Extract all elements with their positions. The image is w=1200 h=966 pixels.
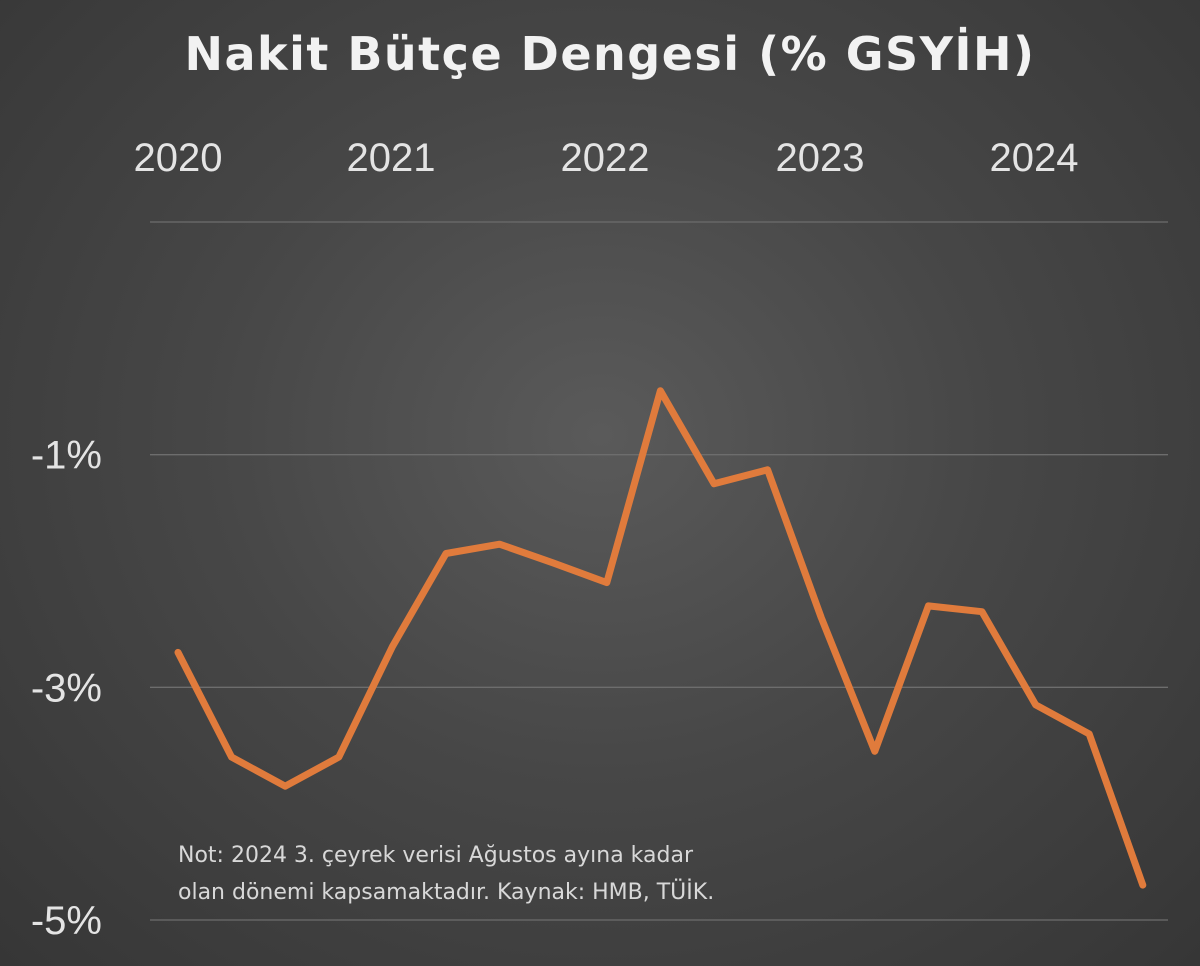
- x-tick-label: 2020: [134, 136, 223, 180]
- data-point: [711, 481, 717, 487]
- data-point: [604, 580, 610, 586]
- chart-title: Nakit Bütçe Dengesi (% GSYİH): [184, 27, 1035, 81]
- data-point: [443, 551, 449, 557]
- y-axis-tick-labels: -1% -3% -5%: [31, 434, 102, 943]
- data-point: [389, 644, 395, 650]
- data-point: [1140, 882, 1146, 888]
- x-tick-label: 2022: [561, 136, 650, 180]
- data-point: [175, 649, 181, 655]
- data-point: [550, 560, 556, 566]
- data-point: [1086, 731, 1092, 737]
- data-point: [765, 467, 771, 473]
- x-axis-tick-labels: 2020 2021 2022 2023 2024: [134, 136, 1079, 180]
- x-tick-label: 2024: [990, 136, 1079, 180]
- data-point: [497, 541, 503, 547]
- data-point: [872, 748, 878, 754]
- y-tick-label: -3%: [31, 666, 102, 710]
- y-tick-label: -5%: [31, 899, 102, 943]
- data-point: [979, 609, 985, 615]
- data-point: [229, 754, 235, 760]
- y-tick-label: -1%: [31, 434, 102, 478]
- data-point: [1033, 702, 1039, 708]
- data-point: [925, 603, 931, 609]
- gridlines: [150, 221, 1168, 921]
- series-line: [174, 387, 1147, 889]
- series-group: [174, 387, 1147, 889]
- data-point: [282, 783, 288, 789]
- data-point: [818, 615, 824, 621]
- data-point: [657, 388, 663, 394]
- note-line-1: Not: 2024 3. çeyrek verisi Ağustos ayına…: [178, 843, 694, 868]
- note-line-2: olan dönemi kapsamaktadır. Kaynak: HMB, …: [178, 879, 714, 905]
- x-tick-label: 2021: [347, 136, 436, 180]
- data-point: [336, 754, 342, 760]
- x-tick-label: 2023: [776, 136, 865, 180]
